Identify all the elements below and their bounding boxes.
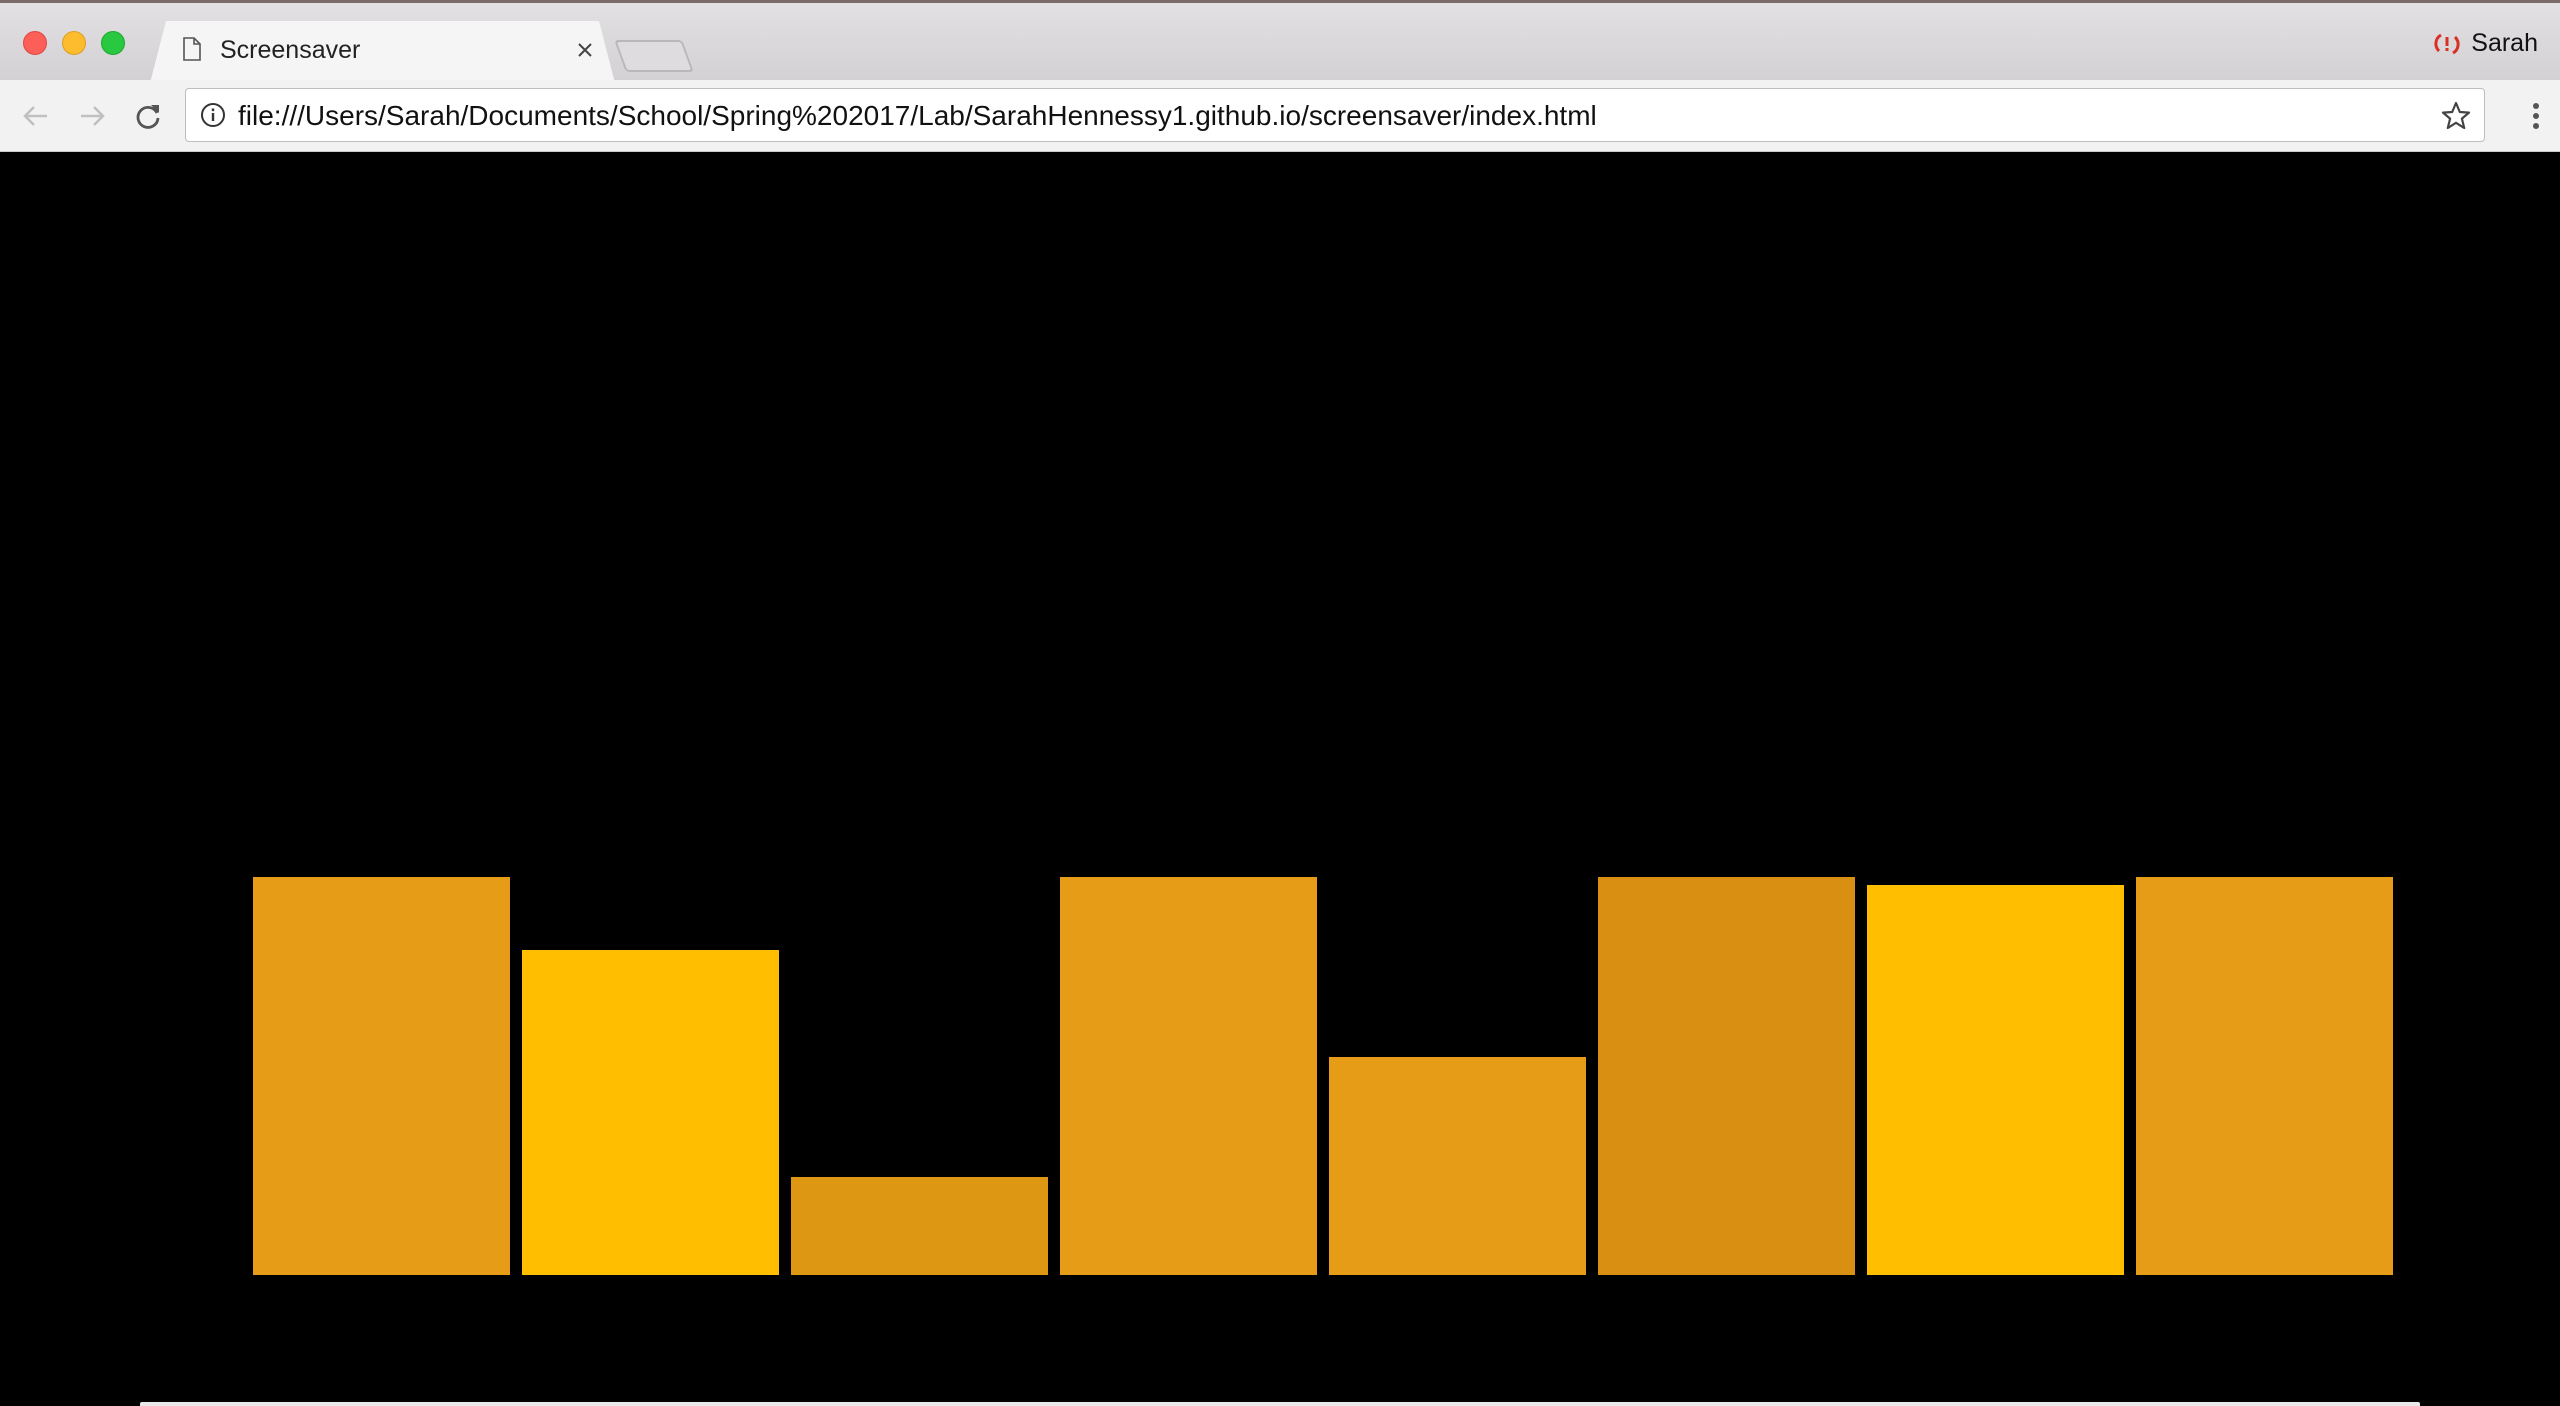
address-bar[interactable]: file:///Users/Sarah/Documents/School/Spr… — [185, 88, 2485, 142]
window-close-button[interactable] — [23, 31, 47, 55]
window-minimize-button[interactable] — [62, 31, 86, 55]
screensaver-bar-7 — [1867, 885, 2124, 1275]
screensaver-bar-6 — [1598, 877, 1855, 1275]
tab-strip: Screensaver Sarah — [0, 0, 2560, 83]
screensaver-bar-5 — [1329, 1057, 1586, 1275]
browser-toolbar: file:///Users/Sarah/Documents/School/Spr… — [0, 80, 2560, 152]
page-viewport — [0, 152, 2560, 1406]
screensaver-canvas — [253, 877, 2393, 1275]
more-vertical-icon — [2533, 103, 2539, 129]
profile-button[interactable]: Sarah — [2433, 29, 2538, 58]
info-icon[interactable] — [200, 102, 226, 128]
reload-button[interactable] — [128, 96, 168, 136]
arrow-right-icon — [81, 106, 105, 126]
browser-menu-button[interactable] — [2524, 96, 2548, 136]
reload-icon — [136, 105, 160, 129]
sync-error-icon — [2434, 33, 2460, 54]
document-icon — [183, 37, 201, 61]
back-button[interactable] — [16, 96, 56, 136]
profile-name: Sarah — [2471, 29, 2538, 57]
screensaver-bar-2 — [522, 950, 779, 1275]
star-icon[interactable] — [2440, 100, 2472, 132]
forward-button[interactable] — [72, 96, 112, 136]
tab-screensaver[interactable] — [150, 21, 615, 83]
screensaver-bar-3 — [791, 1177, 1048, 1275]
close-icon — [578, 43, 592, 57]
url-text[interactable]: file:///Users/Sarah/Documents/School/Spr… — [238, 100, 1597, 131]
window-maximize-button[interactable] — [101, 31, 125, 55]
screensaver-bar-1 — [253, 877, 510, 1275]
bottom-edge — [140, 1402, 2420, 1406]
screensaver-bar-4 — [1060, 877, 1317, 1275]
arrow-left-icon — [23, 106, 47, 126]
screensaver-bar-8 — [2136, 877, 2393, 1275]
new-tab-button[interactable] — [614, 40, 694, 72]
tab-title: Screensaver — [220, 36, 361, 64]
tab-close-button[interactable] — [573, 38, 597, 62]
